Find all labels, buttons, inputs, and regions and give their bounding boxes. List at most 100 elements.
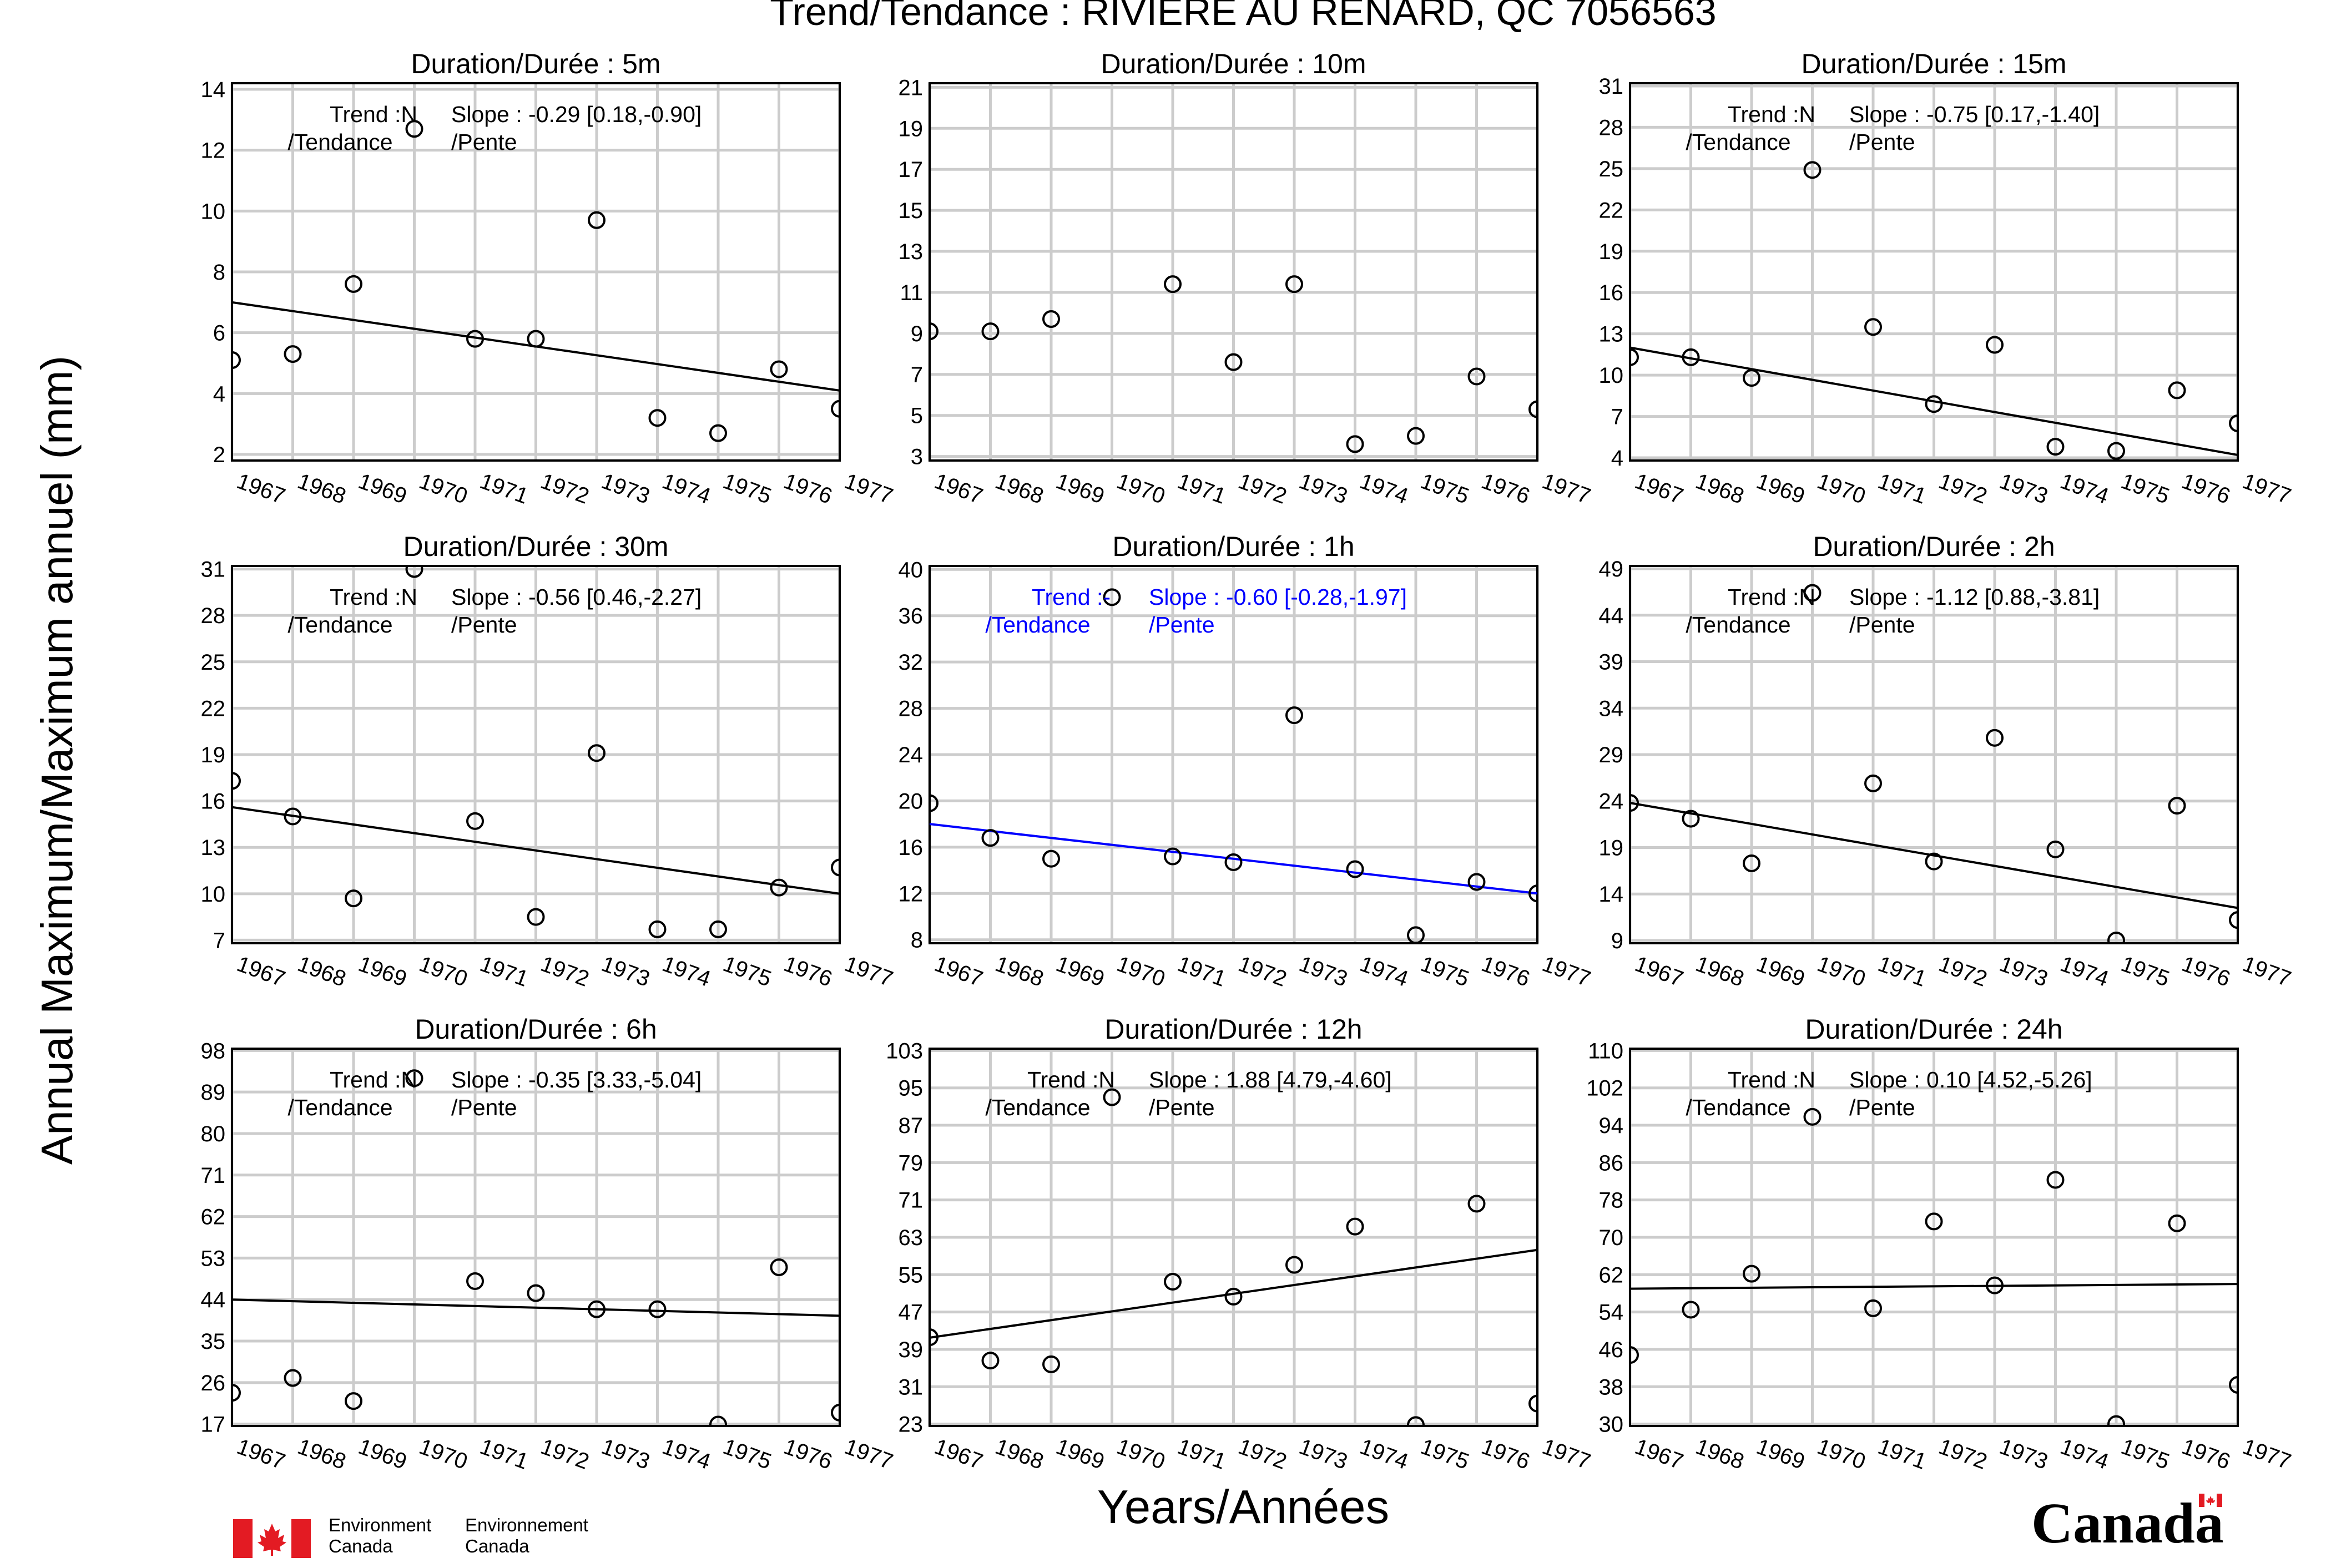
slope-text-fr: /Pente — [1849, 1095, 1915, 1120]
trend-text-fr: /Tendance — [1686, 1095, 1790, 1120]
x-tick-label: 1972 — [537, 1434, 592, 1474]
x-tick-label: 1976 — [780, 1434, 835, 1474]
slope-text: Slope : -0.56 [0.46,-2.27] — [451, 584, 702, 610]
env-en-line2: Canada — [329, 1536, 393, 1556]
canada-wordmark-text: Canada — [2031, 1493, 2224, 1548]
data-point — [1803, 584, 1822, 602]
trend-text: Trend :N — [330, 102, 417, 127]
y-tick-label: 110 — [1588, 1039, 1623, 1063]
x-tick-label: 1972 — [1935, 952, 1990, 992]
plot-area — [1630, 584, 2238, 943]
y-tick-label: 44 — [201, 1288, 226, 1312]
x-tick-label: 1972 — [1235, 952, 1290, 992]
y-tick-label: 26 — [201, 1371, 226, 1395]
panel-9: Duration/Durée : 24h 30 38 46 54 62 70 78 86 94 10… — [1586, 1014, 2294, 1474]
x-tick-label: 1975 — [720, 1434, 775, 1474]
y-tick-label: 7 — [911, 363, 923, 387]
x-tick-label: 1973 — [1996, 952, 2051, 992]
data-point — [1042, 1355, 1060, 1373]
data-point — [1224, 353, 1243, 371]
data-point — [770, 1258, 788, 1277]
y-tick-label: 94 — [1599, 1114, 1624, 1138]
canada-wordmark: Canada — [2031, 1493, 2224, 1548]
data-point — [1743, 854, 1760, 872]
data-point — [1285, 275, 1303, 294]
data-point — [1346, 860, 1364, 878]
env-fr-line1: Environnement — [465, 1515, 588, 1535]
trend-text-fr: /Tendance — [287, 129, 392, 155]
y-tick-label: 19 — [1599, 836, 1624, 860]
x-tick-label: 1970 — [416, 952, 471, 992]
panel-title: Duration/Durée : 15m — [1801, 48, 2066, 79]
plot-frame — [929, 82, 1538, 462]
panel-2: Duration/Durée : 10m 3 5 7 9 11 13 15 17 19 21 1967… — [899, 48, 1594, 509]
figure-x-axis-label: Years/Années — [1097, 1481, 1389, 1534]
x-tick-label: 1968 — [1692, 469, 1747, 509]
plot-frame — [231, 1048, 841, 1427]
slope-text: Slope : -0.60 [-0.28,-1.97] — [1149, 584, 1407, 610]
y-tick-label: 79 — [899, 1151, 924, 1175]
y-tick-label: 13 — [201, 836, 226, 860]
trend-text: Trend :N — [1728, 1067, 1815, 1092]
data-point — [466, 1272, 484, 1290]
y-tick-label: 62 — [201, 1205, 226, 1230]
slope-text-fr: /Pente — [1849, 612, 1915, 638]
x-tick-label: 1973 — [598, 469, 653, 509]
y-tick-label: 24 — [899, 743, 924, 767]
x-tick-label: 1969 — [1753, 469, 1808, 509]
data-point — [648, 409, 667, 427]
data-point — [232, 351, 241, 370]
y-tick-label: 20 — [899, 789, 924, 813]
data-point — [2046, 1171, 2065, 1189]
y-tick-label: 4 — [213, 382, 225, 406]
y-tick-label: 13 — [1599, 322, 1624, 347]
y-tick-label: 36 — [899, 604, 924, 629]
trend-line — [232, 1298, 840, 1317]
panel-title: Duration/Durée : 1h — [1112, 531, 1354, 562]
x-tick-label: 1974 — [1356, 469, 1411, 509]
y-tick-label: 10 — [1599, 363, 1624, 388]
x-tick-label: 1968 — [992, 469, 1047, 509]
y-tick-label: 25 — [201, 650, 226, 675]
y-tick-label: 4 — [1611, 446, 1623, 471]
x-tick-label: 1971 — [1875, 1434, 1930, 1474]
trend-text: Trend :N — [330, 584, 417, 610]
y-tick-label: 31 — [1599, 74, 1624, 99]
data-point — [1630, 794, 1639, 812]
trend-line — [930, 1248, 1537, 1339]
x-tick-label: 1971 — [477, 469, 532, 509]
data-point — [1864, 774, 1882, 792]
y-tick-label: 80 — [201, 1122, 226, 1146]
x-tick-label: 1967 — [1632, 1434, 1687, 1474]
x-tick-label: 1972 — [1935, 469, 1990, 509]
x-tick-label: 1975 — [720, 469, 775, 509]
y-tick-label: 70 — [1599, 1226, 1624, 1250]
data-point — [1743, 369, 1760, 387]
y-tick-label: 102 — [1586, 1076, 1623, 1101]
data-point — [588, 1300, 606, 1318]
data-point — [345, 1392, 362, 1410]
plot-frame — [1629, 82, 2239, 462]
x-tick-label: 1970 — [1814, 469, 1869, 509]
y-tick-label: 98 — [201, 1039, 226, 1063]
env-en-line1: Environment — [329, 1515, 432, 1535]
x-tick-label: 1971 — [1875, 469, 1930, 509]
data-point — [284, 345, 302, 363]
data-point — [1743, 1264, 1760, 1283]
data-point — [1346, 435, 1364, 453]
x-tick-label: 1977 — [841, 952, 896, 992]
data-point — [1164, 275, 1182, 294]
data-point — [1630, 348, 1639, 366]
x-tick-label: 1975 — [2118, 1434, 2173, 1474]
data-point — [284, 807, 302, 826]
y-tick-label: 44 — [1599, 604, 1624, 628]
data-point — [345, 275, 362, 293]
x-tick-label: 1972 — [1235, 1434, 1290, 1474]
data-point — [284, 1369, 302, 1387]
y-tick-label: 28 — [1599, 115, 1624, 140]
data-point — [1925, 395, 1943, 413]
x-tick-label: 1971 — [477, 1434, 532, 1474]
data-point — [1864, 1299, 1882, 1317]
data-point — [588, 211, 606, 229]
x-tick-label: 1974 — [2057, 469, 2112, 509]
